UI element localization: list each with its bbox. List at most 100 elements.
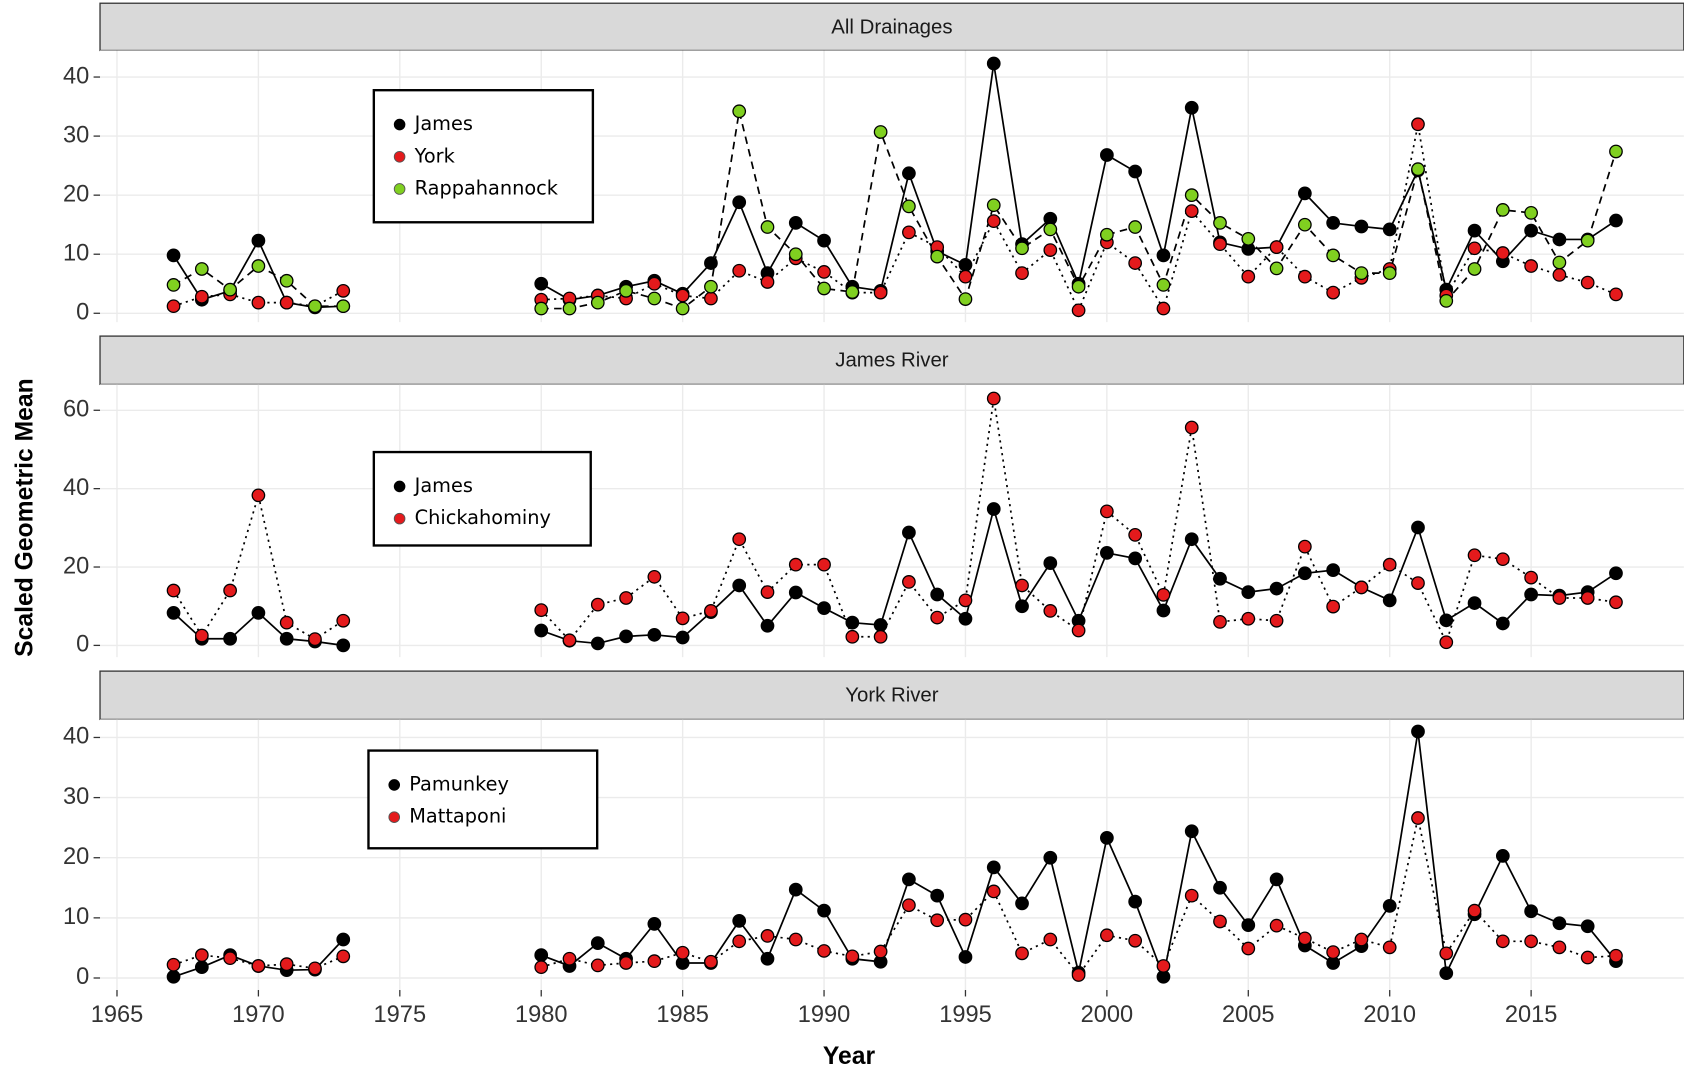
x-tick-label: 1970 xyxy=(232,1002,285,1028)
data-point xyxy=(1580,950,1595,965)
data-point xyxy=(845,949,860,964)
data-point xyxy=(1354,219,1369,234)
data-point xyxy=(1156,301,1171,316)
data-point xyxy=(788,557,803,572)
data-point xyxy=(1552,591,1567,605)
data-point xyxy=(1100,504,1114,519)
data-point xyxy=(1156,587,1171,602)
x-axis-title: Year xyxy=(823,1043,876,1070)
data-point xyxy=(1439,946,1454,961)
data-point xyxy=(1467,262,1482,276)
data-point xyxy=(279,957,294,972)
data-point xyxy=(958,257,973,272)
data-point xyxy=(1071,968,1086,982)
data-point xyxy=(732,532,747,547)
data-point xyxy=(1184,420,1199,435)
data-point xyxy=(1297,566,1312,581)
data-point xyxy=(675,288,690,303)
data-point xyxy=(902,575,916,589)
data-point xyxy=(732,914,747,928)
y-tick-label: 30 xyxy=(63,122,89,148)
data-point xyxy=(1524,259,1538,273)
x-tick-label: 1985 xyxy=(656,1002,709,1028)
data-point xyxy=(1411,724,1425,739)
data-point xyxy=(1382,898,1397,913)
data-point xyxy=(1156,603,1171,618)
data-point xyxy=(590,597,605,612)
data-point xyxy=(1495,849,1510,863)
data-point xyxy=(1297,269,1312,284)
data-point xyxy=(1552,940,1567,955)
data-point xyxy=(647,569,662,584)
data-point xyxy=(958,593,973,608)
data-point xyxy=(1524,587,1538,602)
data-point xyxy=(817,601,831,616)
legend-marker xyxy=(393,118,406,131)
x-tick-label: 1965 xyxy=(91,1002,144,1028)
data-point xyxy=(1326,563,1341,578)
data-point xyxy=(1326,216,1341,230)
data-point xyxy=(590,295,605,310)
legend-marker xyxy=(393,512,406,525)
data-point xyxy=(760,951,775,966)
legend-box xyxy=(372,89,595,224)
data-point xyxy=(1411,576,1425,590)
x-tick-label: 1980 xyxy=(515,1002,568,1028)
data-point xyxy=(1552,916,1567,931)
legend-marker xyxy=(388,811,401,823)
data-point xyxy=(1241,918,1256,932)
data-point xyxy=(1467,903,1482,918)
data-point xyxy=(336,613,351,628)
data-point xyxy=(760,275,775,289)
legend-box xyxy=(372,450,592,547)
data-point xyxy=(732,104,747,119)
data-point xyxy=(1297,539,1312,554)
data-point xyxy=(619,283,633,298)
data-point xyxy=(817,265,831,279)
data-point xyxy=(590,936,605,950)
data-point xyxy=(732,195,747,210)
data-point xyxy=(1495,616,1510,631)
data-point xyxy=(986,198,1001,213)
data-point xyxy=(1580,275,1595,290)
legend-label: James xyxy=(414,474,473,497)
data-point xyxy=(1100,148,1114,162)
data-point xyxy=(619,629,633,644)
data-point xyxy=(251,959,266,973)
data-point xyxy=(619,591,633,605)
data-point xyxy=(704,954,718,969)
data-point xyxy=(647,276,662,291)
data-point xyxy=(279,273,294,288)
legend-marker xyxy=(388,779,401,791)
legend-label: James xyxy=(414,112,473,135)
data-point xyxy=(1156,959,1171,973)
data-point xyxy=(1411,520,1425,535)
data-point xyxy=(308,299,322,314)
data-point xyxy=(1015,896,1029,911)
data-point xyxy=(194,289,209,304)
data-point xyxy=(986,502,1001,516)
data-point xyxy=(1354,580,1369,595)
data-point xyxy=(817,944,831,958)
data-point xyxy=(1128,528,1143,542)
data-point xyxy=(873,629,888,644)
legend-label: Mattaponi xyxy=(409,805,506,828)
legend-marker xyxy=(393,183,406,195)
data-point xyxy=(902,525,916,540)
data-point xyxy=(1411,162,1425,177)
data-point xyxy=(930,587,945,602)
data-point xyxy=(1184,532,1199,547)
data-point xyxy=(1241,611,1256,626)
data-point xyxy=(1382,557,1397,572)
legend-label: York xyxy=(414,144,456,167)
data-point xyxy=(958,950,973,964)
data-point xyxy=(1382,222,1397,237)
data-point xyxy=(308,961,322,976)
data-point xyxy=(1297,217,1312,232)
data-point xyxy=(308,632,322,646)
data-point xyxy=(1439,966,1454,981)
data-point xyxy=(930,913,945,928)
data-point xyxy=(1552,255,1567,270)
data-point xyxy=(1411,117,1425,132)
data-point xyxy=(817,903,831,918)
